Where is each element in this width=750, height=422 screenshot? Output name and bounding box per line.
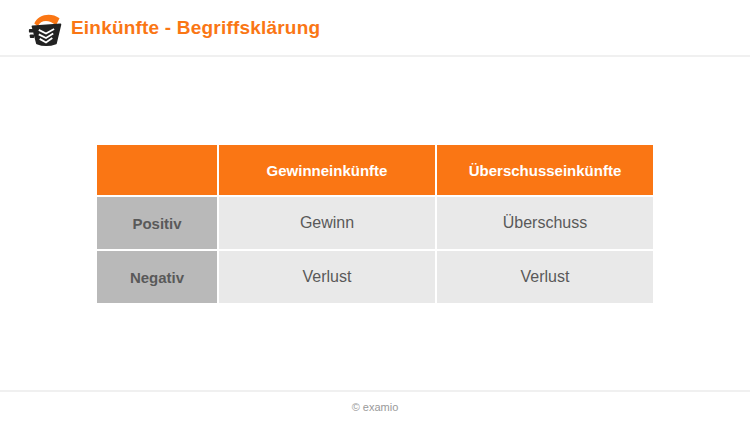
slide-content: Gewinneinkünfte Überschusseinkünfte Posi… [0, 59, 750, 390]
table-column-header-gewinneinkuenfte: Gewinneinkünfte [219, 145, 435, 195]
slide-page: { "header": { "title": "Einkünfte - Begr… [0, 0, 750, 422]
table-cell-positiv-ueberschuss: Überschuss [437, 197, 653, 249]
slide-footer: © examio [0, 390, 750, 422]
table-column-header-ueberschusseinkuenfte: Überschusseinkünfte [437, 145, 653, 195]
examio-logo-icon [28, 11, 64, 47]
table-row-header-negativ: Negativ [97, 251, 217, 303]
slide-title: Einkünfte - Begriffsklärung [71, 17, 320, 39]
table-row-header-positiv: Positiv [97, 197, 217, 249]
slide-header: Einkünfte - Begriffsklärung [0, 0, 750, 57]
income-definition-table: Gewinneinkünfte Überschusseinkünfte Posi… [97, 145, 653, 303]
table-corner-cell [97, 145, 217, 195]
table-cell-negativ-verlust-1: Verlust [219, 251, 435, 303]
table-cell-negativ-verlust-2: Verlust [437, 251, 653, 303]
table-cell-positiv-gewinn: Gewinn [219, 197, 435, 249]
copyright-text: © examio [352, 401, 399, 413]
